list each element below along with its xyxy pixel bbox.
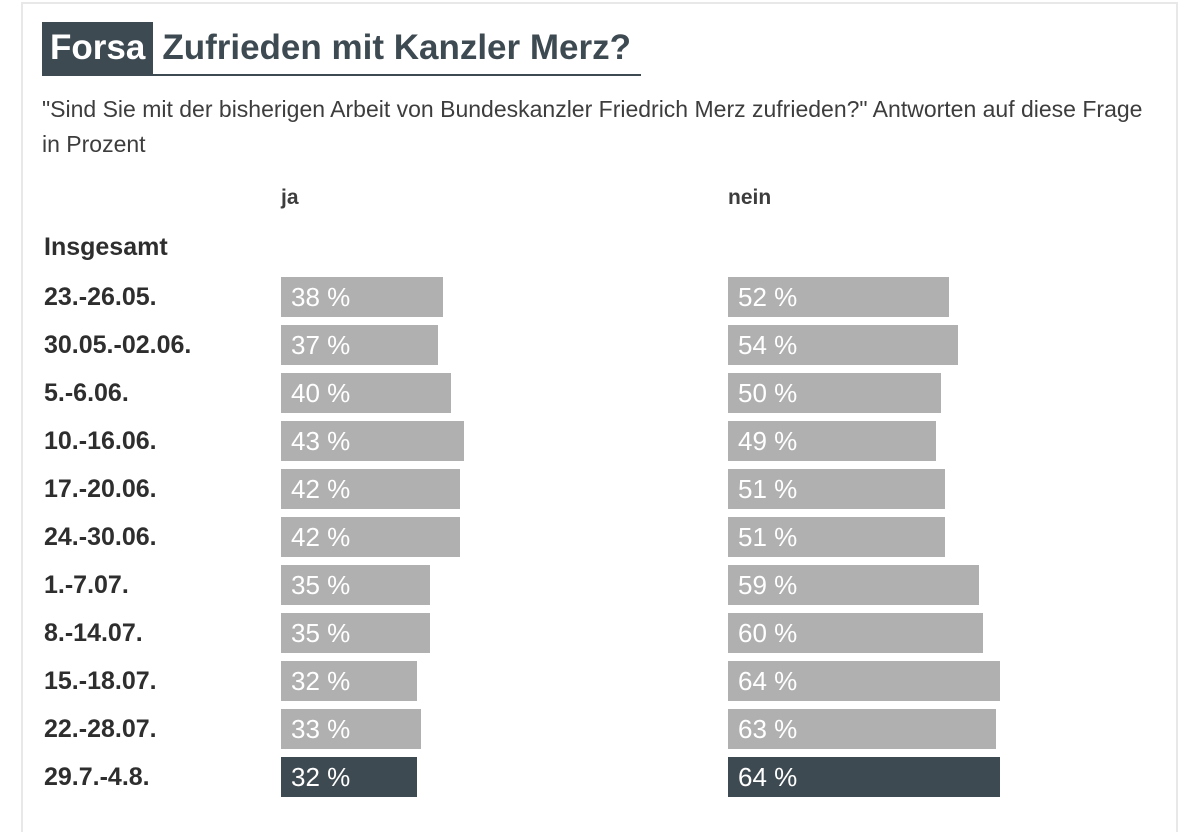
row-label: 29.7.-4.8. xyxy=(44,763,150,791)
bar-ja: 43 % xyxy=(281,421,464,461)
bar-value-label: 35 % xyxy=(291,570,351,600)
row-label: 1.-7.07. xyxy=(44,571,129,599)
row-label: 30.05.-02.06. xyxy=(44,331,192,359)
bar-value-label: 43 % xyxy=(291,426,351,456)
chart-title: Zufrieden mit Kanzler Merz? xyxy=(162,28,631,67)
bar-nein: 60 % xyxy=(728,613,983,653)
bar-value-label: 42 % xyxy=(291,474,351,504)
bar-value-label: 50 % xyxy=(738,378,798,408)
bar-value-label: 51 % xyxy=(738,474,798,504)
bar-nein: 64 % xyxy=(728,661,1000,701)
bar-value-label: 35 % xyxy=(291,618,351,648)
bar-value-label: 37 % xyxy=(291,330,351,360)
bar-value-label: 64 % xyxy=(738,666,798,696)
bar-ja: 42 % xyxy=(281,469,460,509)
source-badge: Forsa xyxy=(42,22,154,74)
bar-value-label: 42 % xyxy=(291,522,351,552)
bar-value-label: 32 % xyxy=(291,762,351,792)
series-header-nein: nein xyxy=(728,186,772,209)
bar-ja: 40 % xyxy=(281,373,451,413)
bar-nein: 54 % xyxy=(728,325,958,365)
bar-nein: 50 % xyxy=(728,373,941,413)
row-label: 15.-18.07. xyxy=(44,667,157,695)
bar-nein: 49 % xyxy=(728,421,936,461)
bar-value-label: 51 % xyxy=(738,522,798,552)
bar-ja: 42 % xyxy=(281,517,460,557)
bar-nein: 64 % xyxy=(728,757,1000,797)
bar-ja: 37 % xyxy=(281,325,438,365)
bar-value-label: 60 % xyxy=(738,618,798,648)
bar-ja: 35 % xyxy=(281,613,430,653)
row-label: 17.-20.06. xyxy=(44,475,157,503)
bar-ja: 33 % xyxy=(281,709,421,749)
bar-value-label: 49 % xyxy=(738,426,798,456)
bar-value-label: 64 % xyxy=(738,762,798,792)
bar-value-label: 40 % xyxy=(291,378,351,408)
chart-subtitle: "Sind Sie mit der bisherigen Arbeit von … xyxy=(42,96,1143,157)
bar-ja: 38 % xyxy=(281,277,443,317)
chart-header: Forsa Zufrieden mit Kanzler Merz? xyxy=(42,22,641,76)
bar-nein: 51 % xyxy=(728,469,945,509)
row-label: 24.-30.06. xyxy=(44,523,157,551)
bar-ja: 32 % xyxy=(281,661,417,701)
bar-ja: 32 % xyxy=(281,757,417,797)
bar-nein: 51 % xyxy=(728,517,945,557)
bar-nein: 59 % xyxy=(728,565,979,605)
group-label: Insgesamt xyxy=(44,233,168,261)
bar-value-label: 54 % xyxy=(738,330,798,360)
row-label: 23.-26.05. xyxy=(44,283,157,311)
bar-value-label: 38 % xyxy=(291,282,351,312)
series-header-ja: ja xyxy=(281,186,299,209)
bar-ja: 35 % xyxy=(281,565,430,605)
row-label: 10.-16.06. xyxy=(44,427,157,455)
bar-value-label: 59 % xyxy=(738,570,798,600)
row-label: 8.-14.07. xyxy=(44,619,143,647)
bar-value-label: 32 % xyxy=(291,666,351,696)
bar-value-label: 52 % xyxy=(738,282,798,312)
bar-nein: 63 % xyxy=(728,709,996,749)
bar-nein: 52 % xyxy=(728,277,949,317)
row-label: 5.-6.06. xyxy=(44,379,129,407)
chart-card xyxy=(21,2,1178,832)
bar-value-label: 63 % xyxy=(738,714,798,744)
bar-value-label: 33 % xyxy=(291,714,351,744)
row-label: 22.-28.07. xyxy=(44,715,157,743)
